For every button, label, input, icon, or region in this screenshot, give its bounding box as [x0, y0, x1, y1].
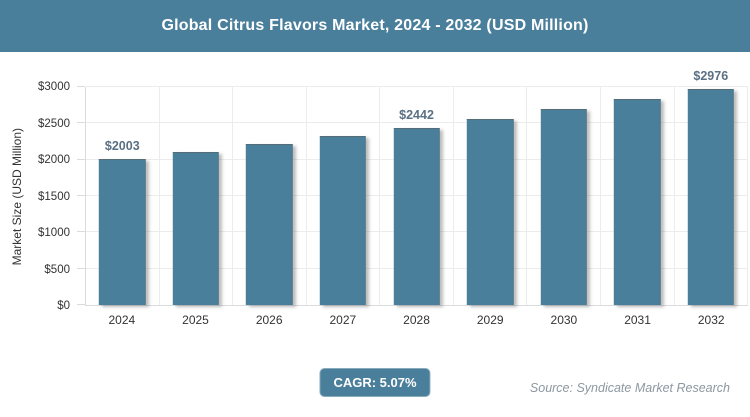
y-tick-mark — [77, 195, 85, 196]
x-axis-labels: 2024 2025 2026 2027 2028 2029 2030 2031 2032 — [85, 313, 748, 327]
x-axis-label: 2031 — [624, 313, 651, 327]
bar-slot: $2003 — [86, 87, 160, 305]
bar-slot: $2976 — [675, 69, 749, 305]
cagr-badge: CAGR: 5.07% — [319, 368, 431, 397]
y-tick-label: $2000 — [38, 154, 70, 167]
y-tick-mark — [77, 86, 85, 87]
bar-2027 — [319, 136, 367, 305]
y-tick-label: $2500 — [38, 117, 70, 130]
y-axis-labels: $0 $500 $1000 $1500 $2000 $2500 $3000 — [0, 81, 70, 312]
gridline — [86, 86, 748, 87]
bar-slot — [527, 87, 601, 305]
x-axis-label: 2026 — [255, 313, 283, 327]
y-tick-mark — [77, 122, 85, 124]
x-axis-label: 2024 — [108, 313, 136, 327]
bar-slot — [307, 87, 381, 305]
bar-slot: $2442 — [380, 87, 454, 305]
x-axis-label: 2025 — [182, 313, 209, 327]
bar-slot — [454, 87, 528, 305]
x-axis-label: 2032 — [697, 313, 725, 327]
y-tick-mark — [77, 231, 85, 233]
bar-value-label: $2976 — [693, 68, 729, 83]
x-axis-label: 2028 — [403, 313, 430, 327]
bar-2030 — [540, 109, 587, 305]
bar-value-label: $2003 — [104, 139, 140, 154]
y-tick-label: $0 — [57, 300, 70, 312]
bar-2029 — [466, 118, 514, 305]
plot-area: $2003 $2442 $2976 — [77, 69, 749, 306]
bar-slot — [160, 87, 234, 305]
y-tick-label: $500 — [44, 263, 70, 276]
y-tick-mark — [77, 304, 85, 305]
page-title: Global Citrus Flavors Market, 2024 - 203… — [161, 17, 589, 34]
bar-2028 — [393, 127, 440, 305]
bar-2024 — [99, 159, 146, 305]
y-tick-label: $3000 — [38, 81, 70, 93]
chart-header: Global Citrus Flavors Market, 2024 - 203… — [0, 0, 750, 52]
bars-container: $2003 $2442 $2976 — [86, 69, 749, 305]
y-tick-mark — [77, 158, 85, 160]
bar-value-label: $2442 — [399, 107, 434, 122]
bar-2032 — [687, 88, 734, 305]
y-tick-label: $1500 — [38, 190, 70, 203]
y-tick-mark — [77, 267, 85, 269]
bar-2031 — [614, 99, 661, 305]
bar-2026 — [246, 144, 293, 305]
source-text: Source: Syndicate Market Research — [529, 381, 730, 395]
bar-slot — [233, 87, 307, 305]
x-axis-label: 2030 — [550, 313, 578, 327]
gridline — [86, 122, 748, 124]
y-tick-label: $1000 — [38, 227, 70, 240]
x-axis-label: 2027 — [329, 313, 357, 327]
x-axis-label: 2029 — [476, 313, 504, 327]
bar-slot — [601, 87, 675, 305]
bar-2025 — [172, 152, 220, 305]
